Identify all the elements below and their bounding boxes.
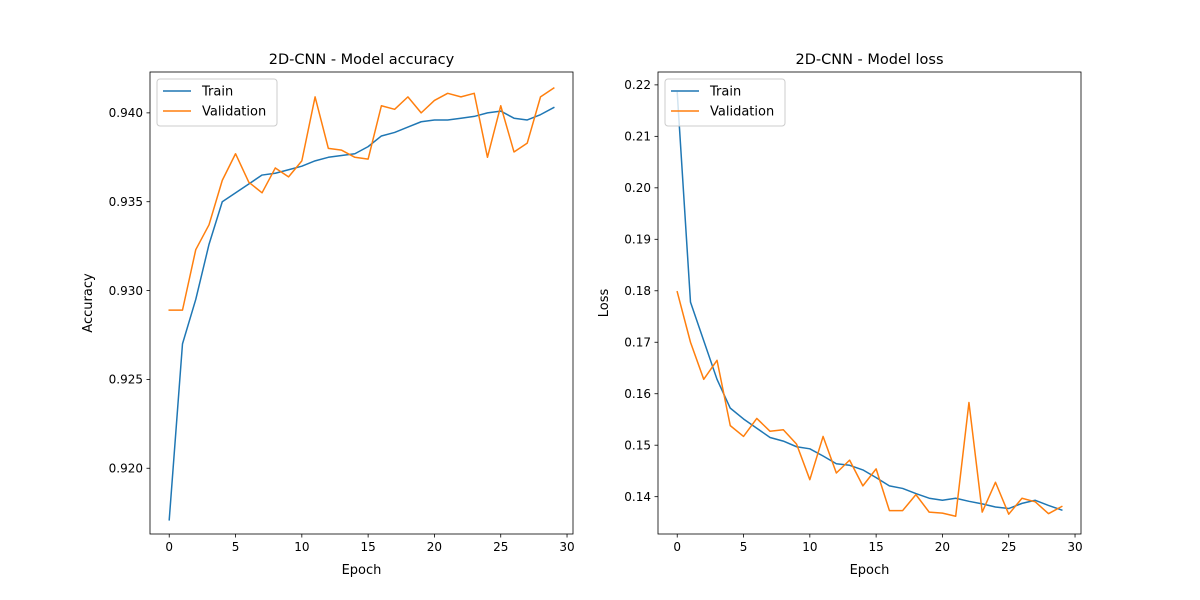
x-tick-label: 0 — [673, 540, 681, 554]
series-line-validation — [168, 86, 555, 311]
series-line-validation — [676, 290, 1063, 517]
legend-label-train: Train — [201, 85, 233, 100]
y-axis-label: Loss — [597, 289, 612, 318]
legend-label-validation: Validation — [202, 105, 266, 120]
x-tick-label: 25 — [1001, 540, 1016, 554]
accuracy-chart: 0 5 10 15 20 25 30 0.920 0.925 0.930 0.935 0.940 2D-… — [81, 52, 575, 578]
y-tick-label: 0.940 — [109, 106, 143, 120]
x-tick-label: 15 — [868, 540, 883, 554]
y-tick-label: 0.22 — [624, 78, 651, 92]
loss-chart: 0 5 10 15 20 25 30 0.14 0.15 0.16 0.17 0.18 0.19 0.20… — [597, 52, 1083, 578]
legend-label-train: Train — [709, 85, 741, 100]
x-tick-label: 30 — [559, 540, 574, 554]
x-tick-label: 30 — [1067, 540, 1082, 554]
y-tick-label: 0.15 — [624, 439, 651, 453]
y-tick-label: 0.17 — [624, 336, 651, 350]
chart-title: 2D-CNN - Model loss — [795, 52, 943, 68]
y-tick-label: 0.21 — [624, 130, 651, 144]
y-tick-label: 0.18 — [624, 284, 651, 298]
series-line-train — [676, 91, 1063, 512]
plot-frame — [657, 71, 1082, 535]
legend: Train Validation — [664, 78, 786, 127]
x-tick-label: 5 — [232, 540, 240, 554]
y-tick-label: 0.20 — [624, 181, 651, 195]
chart-title: 2D-CNN - Model accuracy — [269, 52, 455, 68]
x-tick-label: 20 — [935, 540, 950, 554]
x-tick-label: 25 — [493, 540, 508, 554]
legend: Train Validation — [156, 78, 278, 127]
x-tick-label: 20 — [427, 540, 442, 554]
y-tick-label: 0.14 — [624, 490, 651, 504]
x-tick-label: 10 — [294, 540, 309, 554]
y-tick-label: 0.920 — [109, 462, 143, 476]
x-tick-label: 10 — [802, 540, 817, 554]
x-tick-label: 15 — [360, 540, 375, 554]
y-tick-label: 0.16 — [624, 387, 651, 401]
y-tick-label: 0.930 — [109, 284, 143, 298]
x-axis-label: Epoch — [850, 563, 890, 578]
plot-frame — [149, 71, 574, 535]
y-tick-label: 0.935 — [109, 195, 143, 209]
y-tick-label: 0.19 — [624, 233, 651, 247]
series-line-train — [168, 106, 555, 521]
x-tick-label: 0 — [165, 540, 173, 554]
y-axis-label: Accuracy — [81, 273, 96, 333]
x-tick-label: 5 — [740, 540, 748, 554]
legend-label-validation: Validation — [710, 105, 774, 120]
x-axis-label: Epoch — [342, 563, 382, 578]
y-tick-label: 0.925 — [109, 373, 143, 387]
